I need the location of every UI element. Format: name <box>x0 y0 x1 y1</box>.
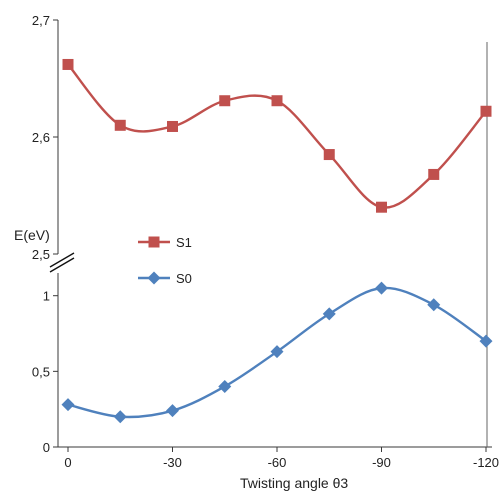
data-point-s1 <box>376 201 387 213</box>
y-tick-label: 0,5 <box>32 364 50 379</box>
data-point-s1 <box>271 95 283 107</box>
x-tick-label: -30 <box>163 455 182 470</box>
legend: S1 S0 <box>138 235 192 286</box>
data-point-s0 <box>61 398 75 412</box>
data-point-s1 <box>323 149 335 161</box>
y-tick-label: 0 <box>43 440 50 455</box>
legend-marker <box>148 236 160 248</box>
axis-break-mark <box>49 252 75 268</box>
tick-labels: 2,5 2,6 2,7 0 0,5 1 0 -30 -60 -90 -120 <box>32 13 499 470</box>
data-point-s1 <box>62 58 74 70</box>
legend-item-s1: S1 <box>138 235 192 250</box>
y-tick-label: 2,6 <box>32 130 50 145</box>
x-tick-label: -90 <box>372 455 391 470</box>
data-point-s1 <box>167 120 178 132</box>
x-axis-label: Twisting angle θ3 <box>240 475 348 491</box>
legend-item-s0: S0 <box>138 271 192 286</box>
axis-break-mark <box>49 257 75 273</box>
data-point-s0 <box>322 307 336 321</box>
data-point-s0 <box>270 345 284 359</box>
axes <box>49 19 492 452</box>
series-layer <box>61 58 493 424</box>
data-point-s1 <box>480 105 492 117</box>
data-point-s0 <box>218 379 232 393</box>
data-point-s1 <box>219 95 231 107</box>
series-s1 <box>62 58 492 213</box>
data-point-s1 <box>428 168 440 180</box>
x-tick-label: -120 <box>473 455 499 470</box>
x-tick-label: 0 <box>64 455 71 470</box>
data-point-s0 <box>427 298 441 312</box>
data-point-s0 <box>166 404 179 418</box>
legend-label: S0 <box>176 271 192 286</box>
data-point-s0 <box>113 410 127 424</box>
x-tick-label: -60 <box>268 455 287 470</box>
y-tick-label: 2,5 <box>32 247 50 262</box>
y-tick-label: 1 <box>43 289 50 304</box>
data-point-s1 <box>114 119 126 131</box>
y-axis-label: E(eV) <box>14 227 50 243</box>
legend-label: S1 <box>176 235 192 250</box>
y-tick-label: 2,7 <box>32 13 50 28</box>
data-point-s0 <box>479 334 493 348</box>
data-point-s0 <box>375 281 388 295</box>
series-line-s1 <box>67 63 487 209</box>
series-s0 <box>61 281 493 424</box>
legend-marker <box>147 271 161 285</box>
